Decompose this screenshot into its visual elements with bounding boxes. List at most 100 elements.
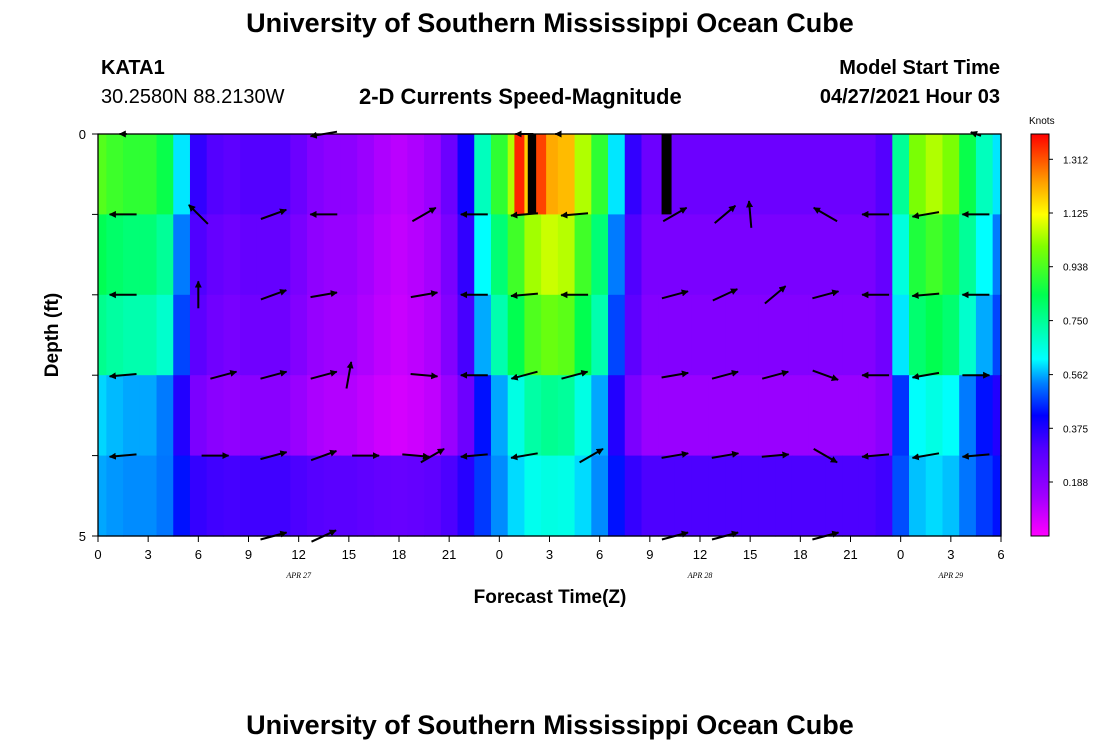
heatmap-cell <box>206 455 225 537</box>
x-tick-label: 15 <box>342 547 356 562</box>
heatmap-cell <box>591 134 609 215</box>
heatmap-cell <box>256 455 275 537</box>
heatmap-cell <box>842 375 860 457</box>
heatmap-cell <box>189 134 208 215</box>
current-vector-arrow <box>260 450 288 461</box>
heatmap-cell <box>624 455 643 537</box>
heatmap-cell <box>340 375 358 457</box>
colorbar <box>1030 133 1050 537</box>
heatmap-cell <box>98 294 107 376</box>
heatmap-cell <box>223 134 241 215</box>
x-tick-label: 3 <box>145 547 152 562</box>
current-vector-arrow <box>812 369 839 381</box>
x-tick-label: 0 <box>897 547 904 562</box>
heatmap-cell <box>725 294 743 376</box>
heatmap-cell <box>825 214 843 296</box>
heatmap-cell <box>608 294 626 376</box>
current-vector-arrow <box>460 452 488 460</box>
x-tick-label: 15 <box>743 547 757 562</box>
heatmap-cell <box>925 294 944 376</box>
heatmap-cell <box>791 134 810 215</box>
heatmap-cell <box>290 214 308 296</box>
heatmap-cell <box>725 375 743 457</box>
heatmap-cell <box>139 214 158 296</box>
heatmap-cell <box>189 455 208 537</box>
heatmap-cell <box>390 214 408 296</box>
heatmap-cell <box>775 375 793 457</box>
heatmap-cell <box>357 134 375 215</box>
colorbar-ticks: 1.312 1.125 0.938 0.750 0.562 0.375 0.188 <box>1049 155 1088 489</box>
current-vector-arrow <box>310 449 338 462</box>
x-tick-label: 18 <box>392 547 406 562</box>
heatmap-cell <box>641 214 659 296</box>
heatmap-cell <box>741 134 760 215</box>
bottom-title: University of Southern Mississippi Ocean… <box>246 710 854 740</box>
heatmap-spike-cell <box>514 134 525 215</box>
heatmap-cell <box>290 294 308 376</box>
heatmap-cell <box>307 455 325 537</box>
heatmap-cell <box>708 214 726 296</box>
heatmap-cell <box>608 375 626 457</box>
heatmap-cell <box>808 294 827 376</box>
heatmap-cell <box>106 294 124 376</box>
heatmap-cell <box>189 214 208 296</box>
current-vector-arrow <box>420 448 445 464</box>
colorbar-tick-label: 0.188 <box>1063 478 1088 489</box>
heatmap-cell <box>139 134 158 215</box>
heatmap-cell <box>725 214 743 296</box>
heatmap-cell <box>925 134 944 215</box>
heatmap-cell <box>123 214 141 296</box>
heatmap-cell <box>674 134 693 215</box>
heatmap-cell <box>424 134 442 215</box>
heatmap-cell <box>156 214 174 296</box>
heatmap-cell <box>758 375 776 457</box>
heatmap-cell <box>524 294 542 376</box>
heatmap-cell <box>307 134 325 215</box>
heatmap-cell <box>557 455 576 537</box>
current-vector-arrow <box>402 452 430 460</box>
heatmap-cell <box>691 134 709 215</box>
current-vector-arrow <box>661 289 689 300</box>
x-tick-label: 6 <box>997 547 1004 562</box>
colorbar-tick-label: 0.750 <box>1063 317 1088 328</box>
heatmap-cell <box>574 455 592 537</box>
y-axis-ticks: 05 <box>79 127 98 544</box>
heatmap-cell <box>373 294 392 376</box>
heatmap-cell <box>674 375 693 457</box>
heatmap-cell <box>290 375 308 457</box>
heatmap-cell <box>858 214 877 296</box>
heatmap-cell <box>591 455 609 537</box>
heatmap-spike-cell <box>527 134 538 215</box>
heatmap-cell <box>256 134 275 215</box>
heatmap-cell <box>323 134 342 215</box>
current-vector-arrow <box>812 289 840 300</box>
heatmap-cell <box>524 455 542 537</box>
heatmap-cell <box>741 375 760 457</box>
current-vector-arrow <box>510 291 538 299</box>
heatmap-cell <box>340 214 358 296</box>
heatmap-cell <box>407 294 425 376</box>
heatmap-cell <box>106 375 124 457</box>
heatmap-cell <box>407 455 425 537</box>
heatmap-cell <box>490 375 509 457</box>
heatmap-cell <box>959 134 977 215</box>
heatmap-cell <box>223 214 241 296</box>
current-vector-arrow <box>310 369 338 380</box>
heatmap-cell <box>775 294 793 376</box>
x-tick-label: 0 <box>94 547 101 562</box>
heatmap-cell <box>825 294 843 376</box>
heatmap-cell <box>123 375 141 457</box>
heatmap-cell <box>440 294 459 376</box>
heatmap-cell <box>98 214 107 296</box>
heatmap-cell <box>691 294 709 376</box>
heatmap-cell <box>557 294 576 376</box>
heatmap-cell <box>708 455 726 537</box>
heatmap-cell <box>490 134 509 215</box>
current-vector-arrow <box>188 204 209 225</box>
current-vector-arrow <box>761 451 790 459</box>
heatmap-cell <box>474 214 492 296</box>
colorbar-unit-label: Knots <box>1029 116 1055 127</box>
heatmap-cell <box>106 455 124 537</box>
heatmap-cell <box>992 294 1002 376</box>
